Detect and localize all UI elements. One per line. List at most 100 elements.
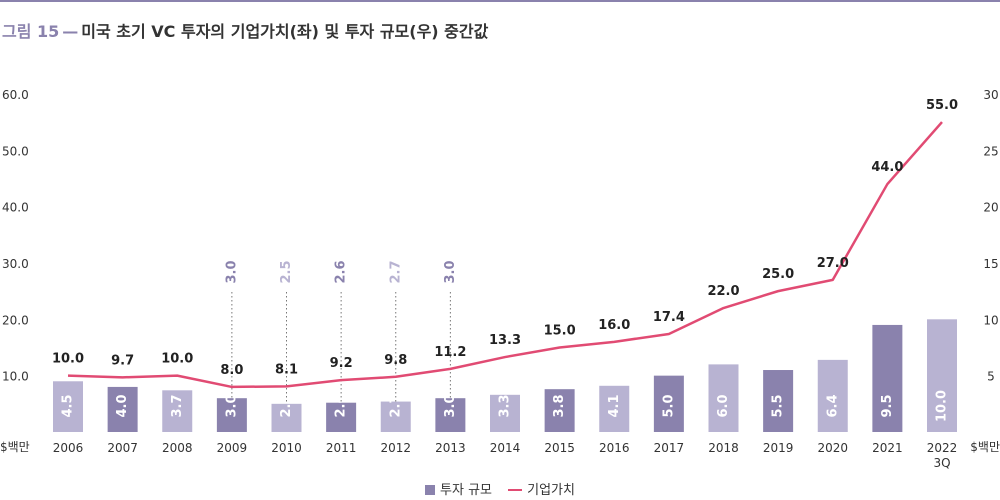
x-axis-tick-label: 2022 xyxy=(927,441,958,455)
bar-value-label: 10.0 xyxy=(935,390,950,422)
x-axis-tick-label: 2012 xyxy=(380,441,411,455)
chart-legend: 투자 규모 기업가치 xyxy=(0,479,1000,498)
line-value-label: 27.0 xyxy=(817,256,849,271)
right-axis-tick-label: 5 xyxy=(987,370,995,384)
x-axis-tick-label: 2018 xyxy=(708,441,739,455)
line-value-label: 9.2 xyxy=(330,356,353,371)
bar-investment xyxy=(380,401,411,432)
right-axis-tick-label: 20 xyxy=(983,201,998,215)
line-value-label: 15.0 xyxy=(544,323,576,338)
legend-label-valuation: 기업가치 xyxy=(527,483,575,498)
x-axis-tick-label: 2014 xyxy=(490,441,521,455)
x-axis-tick-label: 2021 xyxy=(872,441,903,455)
bar-value-label: 5.0 xyxy=(661,394,676,417)
bar-value-label: 3.3 xyxy=(498,394,513,417)
bar-value-label: 4.5 xyxy=(61,394,76,417)
line-value-label: 10.0 xyxy=(161,352,193,367)
figure-number: 그림 15 xyxy=(2,22,60,41)
x-axis-tick-label: 2009 xyxy=(217,441,248,455)
callout-value-label: 3.0 xyxy=(443,260,458,283)
x-axis-tick-label: 2010 xyxy=(271,441,302,455)
line-value-label: 55.0 xyxy=(926,98,958,113)
line-value-label: 25.0 xyxy=(762,267,794,282)
right-axis-tick-label: 30 xyxy=(983,88,998,102)
bar-value-label: 3.7 xyxy=(170,394,185,417)
bar-investment xyxy=(490,394,520,432)
valuation-line xyxy=(67,121,943,389)
line-value-label: 13.3 xyxy=(489,333,521,348)
bar-value-label: 2.7 xyxy=(388,394,403,417)
x-axis-tick-label: 2007 xyxy=(107,441,138,455)
bar-investment xyxy=(216,398,247,432)
legend-bar-swatch xyxy=(425,485,436,495)
left-axis-tick-label: 10.0 xyxy=(2,370,29,384)
left-axis-tick-label: 50.0 xyxy=(2,144,29,158)
x-axis-tick-label: 2020 xyxy=(817,441,848,455)
top-rule xyxy=(0,0,1000,2)
bar-investment xyxy=(162,390,193,432)
bar-investment xyxy=(817,359,848,432)
bar-value-label: 6.0 xyxy=(716,394,731,417)
bar-investment xyxy=(872,324,903,432)
bar-investment xyxy=(435,398,466,432)
callout-value-label: 2.7 xyxy=(388,260,403,283)
left-axis-tick-label: 60.0 xyxy=(2,88,29,102)
right-axis-tick-label: 15 xyxy=(983,257,998,271)
bar-value-label: 3.8 xyxy=(552,394,567,417)
left-axis-tick-label: 20.0 xyxy=(2,313,29,327)
x-axis-tick-label: 3Q xyxy=(933,456,950,470)
bar-value-label: 5.5 xyxy=(771,394,786,417)
x-axis-tick-label: 2017 xyxy=(654,441,685,455)
x-axis-tick-label: 2016 xyxy=(599,441,630,455)
line-value-label: 9.8 xyxy=(384,353,407,368)
x-axis-tick-label: 2013 xyxy=(435,441,466,455)
x-axis-tick-label: 2011 xyxy=(326,441,357,455)
bar-investment xyxy=(599,385,630,432)
bar-value-label: 6.4 xyxy=(825,394,840,417)
callout-value-label: 2.6 xyxy=(334,260,349,283)
left-axis-tick-label: 40.0 xyxy=(2,201,29,215)
combo-chart: 10.0 20.0 30.0 40.0 50.0 60.0 5 10 15 20 25 30 $백만 $백… xyxy=(0,88,1000,470)
bar-value-label: 4.1 xyxy=(607,394,622,417)
line-value-label: 9.7 xyxy=(111,353,134,368)
bar-investment xyxy=(763,370,794,432)
left-axis-unit: $백만 xyxy=(0,440,30,454)
x-axis-tick-label: 2019 xyxy=(763,441,794,455)
line-value-label: 8.1 xyxy=(275,362,298,377)
bar-value-label: 3.0 xyxy=(443,394,458,417)
bar-investment xyxy=(107,386,138,432)
line-value-label: 10.0 xyxy=(52,352,84,367)
figure-title: 그림 15— 미국 초기 VC 투자의 기업가치(좌) 및 투자 규모(우) 중간… xyxy=(2,18,488,42)
bar-investment xyxy=(927,319,957,432)
bar-investment xyxy=(271,403,302,432)
right-axis-tick-label: 25 xyxy=(983,144,998,158)
legend-line-swatch xyxy=(508,489,523,491)
callout-value-label: 3.0 xyxy=(224,260,239,283)
bar-investment xyxy=(53,381,83,432)
title-dash: — xyxy=(62,22,79,41)
line-value-label: 44.0 xyxy=(871,160,903,175)
line-value-label: 8.0 xyxy=(220,363,243,378)
line-value-label: 22.0 xyxy=(707,284,739,299)
x-axis-tick-label: 2015 xyxy=(544,441,575,455)
left-axis-tick-label: 30.0 xyxy=(2,257,29,271)
x-axis-tick-label: 2008 xyxy=(162,441,193,455)
callout-value-label: 2.5 xyxy=(279,260,294,283)
bar-investment xyxy=(544,389,575,432)
right-axis-unit: $백만 xyxy=(970,440,1000,454)
right-axis-tick-label: 10 xyxy=(983,313,998,327)
bar-investment xyxy=(653,375,684,432)
bar-value-label: 2.5 xyxy=(279,394,294,417)
legend-item-valuation: 기업가치 xyxy=(508,479,575,498)
bar-investment xyxy=(326,402,357,432)
line-value-label: 16.0 xyxy=(598,318,630,333)
line-value-label: 11.2 xyxy=(434,345,466,360)
bar-value-label: 2.6 xyxy=(334,394,349,417)
bar-value-label: 9.5 xyxy=(880,394,895,417)
legend-label-investment: 투자 규모 xyxy=(440,483,492,498)
legend-item-investment: 투자 규모 xyxy=(425,479,492,498)
bar-investment xyxy=(708,364,739,432)
bar-value-label: 4.0 xyxy=(115,394,130,417)
bar-value-label: 3.0 xyxy=(224,394,239,417)
line-value-label: 17.4 xyxy=(653,310,685,325)
